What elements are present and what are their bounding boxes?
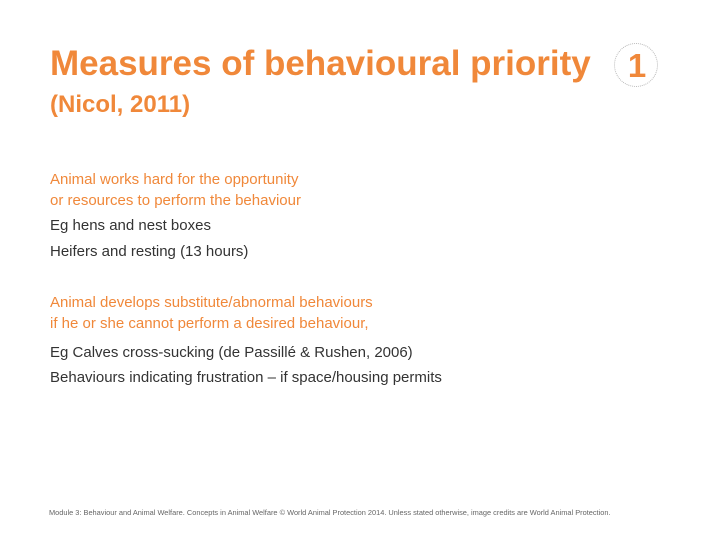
section1-lead-line1: Animal works hard for the opportunity (50, 171, 299, 188)
section1-example-hens: Eg hens and nest boxes (50, 217, 211, 234)
citation: (de Passillé & Rushen, 2006) (218, 344, 413, 361)
section2-example-frustration: Behaviours indicating frustration – if s… (50, 369, 442, 386)
slide-number-badge: 1 (614, 43, 658, 87)
slide-number: 1 (627, 47, 647, 84)
section2-lead-line1: Animal develops substitute/abnormal beha… (50, 294, 373, 311)
section1-example-heifers: Heifers and resting (13 hours) (50, 243, 249, 260)
slide-subtitle: (Nicol, 2011) (50, 91, 191, 118)
section1-lead-line2: or resources to perform the behaviour (50, 192, 301, 209)
slide-title: Measures of behavioural priority (50, 44, 591, 83)
section2-example-calves: Eg Calves cross-sucking (de Passillé & R… (50, 343, 413, 363)
footer-credits: Module 3: Behaviour and Animal Welfare. … (49, 508, 611, 517)
section2-example-calves-text: Eg Calves cross-sucking (50, 344, 219, 361)
section2-lead-line2: if he or she cannot perform a desired be… (50, 315, 369, 332)
